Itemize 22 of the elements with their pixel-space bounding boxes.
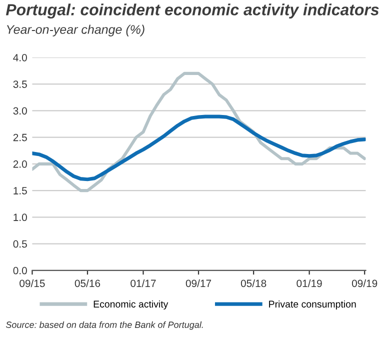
x-tick-label: 01/19	[296, 279, 322, 288]
x-tick-label: 09/15	[20, 279, 45, 288]
x-tick-label: 05/18	[240, 279, 266, 288]
chart-title: Portugal: coincident economic activity indicators	[6, 4, 379, 19]
legend-label: Private consumption	[269, 300, 356, 310]
legend-label: Economic activity	[94, 300, 168, 310]
y-tick-label: 2.0	[13, 160, 27, 168]
y-tick-label: 2.5	[13, 134, 27, 142]
y-tick-label: 4.0	[13, 54, 27, 62]
source-note: Source: based on data from the Bank of Portugal.	[6, 321, 203, 330]
y-tick-label: 0.5	[13, 240, 27, 248]
y-tick-label: 0.0	[13, 266, 27, 274]
line-series	[32, 114, 366, 182]
y-tick-label: 1.5	[14, 187, 27, 194]
x-tick-label: 09/17	[186, 279, 212, 288]
x-tick-label: 05/16	[74, 279, 100, 288]
y-tick-label: 3.0	[13, 107, 27, 115]
chart-subtitle: Year-on-year change (%)	[6, 24, 144, 36]
y-tick-label: 1.0	[14, 214, 27, 222]
x-tick-label: 09/19	[352, 279, 378, 288]
y-tick-label: 3.5	[13, 80, 27, 88]
x-tick-label: 01/17	[130, 279, 156, 288]
